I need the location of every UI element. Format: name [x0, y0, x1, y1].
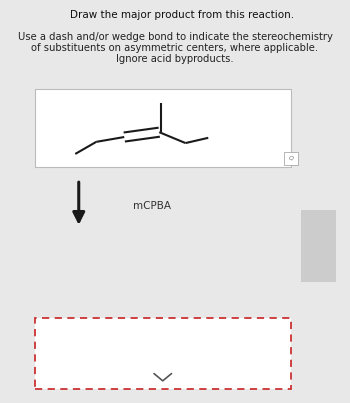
FancyBboxPatch shape [301, 210, 336, 282]
Text: Use a dash and/or wedge bond to indicate the stereochemistry: Use a dash and/or wedge bond to indicate… [18, 32, 332, 42]
Text: of substituents on asymmetric centers, where applicable.: of substituents on asymmetric centers, w… [32, 43, 318, 53]
Text: mCPBA: mCPBA [133, 201, 171, 210]
Text: Draw the major product from this reaction.: Draw the major product from this reactio… [70, 10, 294, 20]
Text: Ignore acid byproducts.: Ignore acid byproducts. [116, 54, 234, 64]
Text: Q: Q [288, 156, 293, 161]
FancyBboxPatch shape [35, 318, 290, 389]
FancyBboxPatch shape [35, 89, 290, 167]
FancyBboxPatch shape [284, 152, 298, 165]
